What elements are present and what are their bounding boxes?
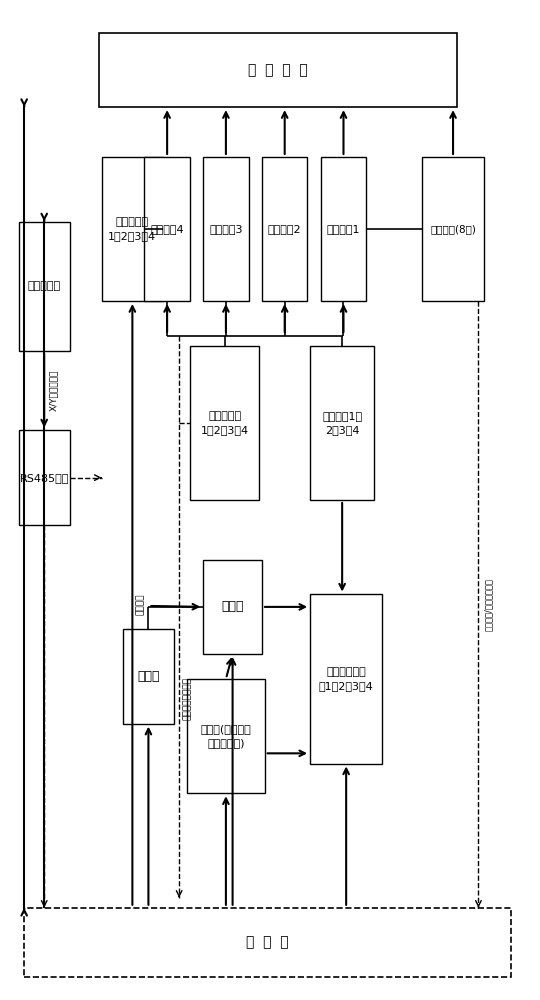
Text: 液压马达1、
2、3、4: 液压马达1、 2、3、4 <box>322 411 362 435</box>
Bar <box>203 157 248 301</box>
Text: 撑腿行程编码信号: 撑腿行程编码信号 <box>183 677 192 720</box>
Text: 电磁比例换向
阀1、2、3、4: 电磁比例换向 阀1、2、3、4 <box>319 667 374 691</box>
Bar <box>422 157 484 301</box>
Bar <box>19 430 70 525</box>
Bar <box>321 157 366 301</box>
Text: 称重信号: 称重信号 <box>136 594 145 615</box>
Text: 调平撑腿1: 调平撑腿1 <box>327 224 360 234</box>
Bar <box>310 594 382 764</box>
Bar <box>19 222 70 351</box>
Text: 撑腿收腿/伸腿限位信号: 撑腿收腿/伸腿限位信号 <box>483 578 492 631</box>
Bar <box>123 629 174 724</box>
Text: 双轴水平仪: 双轴水平仪 <box>28 281 61 291</box>
Bar <box>310 346 374 500</box>
Text: 液压泵: 液压泵 <box>221 600 244 613</box>
Text: 调平撑腿4: 调平撑腿4 <box>150 224 184 234</box>
Bar <box>262 157 307 301</box>
Text: 调平撑腿3: 调平撑腿3 <box>209 224 242 234</box>
Bar <box>203 560 262 654</box>
Text: 调平撑腿2: 调平撑腿2 <box>268 224 301 234</box>
Text: 继电器: 继电器 <box>137 670 160 683</box>
Text: 控  制  器: 控 制 器 <box>246 936 289 950</box>
Bar <box>99 33 457 107</box>
Text: 卸荷阀(高压、低
压、大流量): 卸荷阀(高压、低 压、大流量) <box>200 724 251 748</box>
Text: 车  载  平  台: 车 载 平 台 <box>248 63 308 77</box>
Text: 称重传感器
1、2、3、4: 称重传感器 1、2、3、4 <box>109 217 157 241</box>
Text: 旋转编码器
1、2、3、4: 旋转编码器 1、2、3、4 <box>200 411 248 435</box>
Text: X/Y轴水平信号: X/Y轴水平信号 <box>49 370 58 411</box>
Text: RS485模块: RS485模块 <box>19 473 69 483</box>
Bar <box>190 346 259 500</box>
Bar <box>187 679 265 793</box>
Bar <box>144 157 190 301</box>
Bar <box>102 157 163 301</box>
Text: 接近开关(8路): 接近开关(8路) <box>430 224 476 234</box>
Bar <box>24 908 510 977</box>
